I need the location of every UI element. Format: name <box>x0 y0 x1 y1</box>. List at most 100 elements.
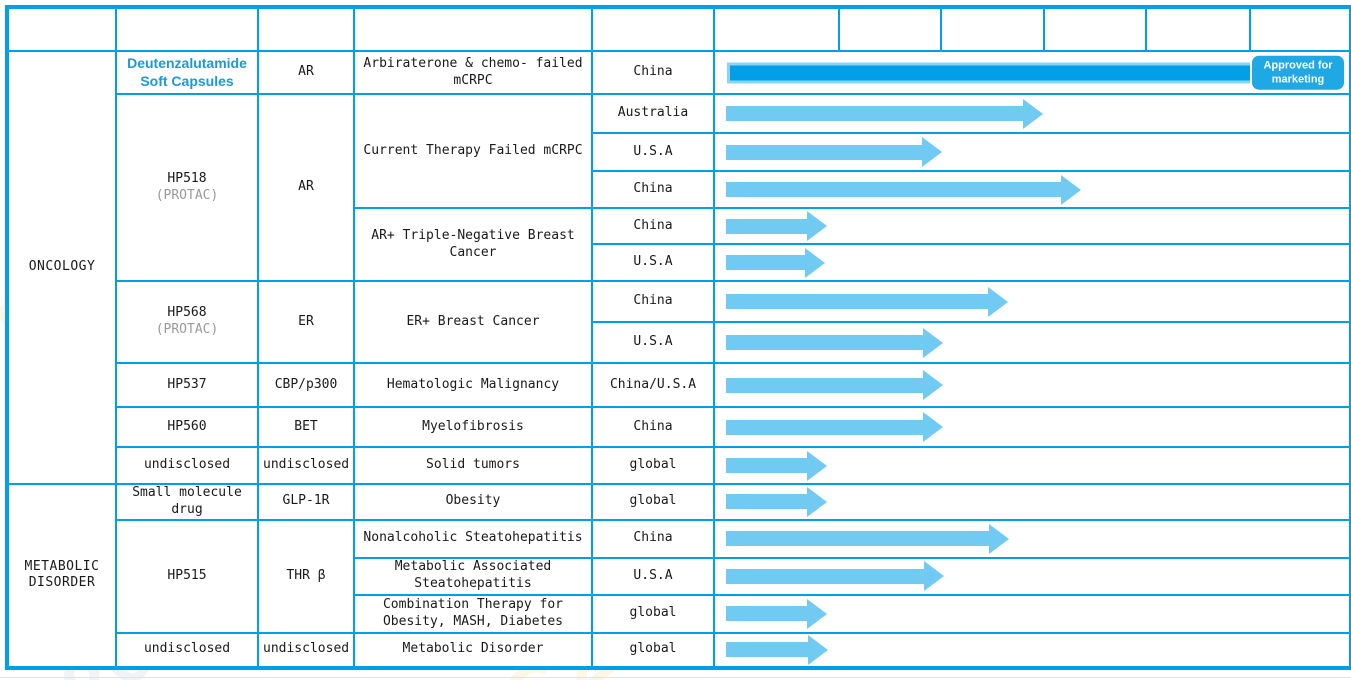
timeline-cell <box>713 406 1351 448</box>
timeline-cell <box>713 93 1351 134</box>
target-cell: BET <box>257 406 355 448</box>
product-link-text: Deutenzalutamide Soft Capsules <box>127 55 247 89</box>
indication-cell: Combination Therapy for Obesity, MASH, D… <box>353 593 593 634</box>
pipeline-row: Metabolic Associated Steatohepatitis U.S… <box>8 556 1351 596</box>
phase-arrow <box>726 450 827 481</box>
header-phase-2: PhaseⅡ <box>1043 7 1147 52</box>
product-cell: Deutenzalutamide Soft Capsules <box>115 50 259 95</box>
pipeline-row: undisclosed undisclosed Metabolic Disord… <box>8 631 1351 668</box>
target-cell: THR β <box>257 518 355 634</box>
dev-area-cell: global <box>591 593 715 634</box>
timeline-cell <box>713 280 1351 323</box>
product-cell: HP568 (PROTAC) <box>115 280 259 364</box>
pipeline-row: AR+ Triple-Negative Breast Cancer China <box>8 207 1351 282</box>
pipeline-row: HP518 (PROTAC) AR Current Therapy Failed… <box>8 93 1351 282</box>
header-pre-clinical: Pre-clinical <box>713 7 840 52</box>
header-development-area: Development Area <box>591 7 715 52</box>
approval-bar <box>727 62 1304 83</box>
dev-area-cell: China <box>591 280 715 323</box>
indication-cell: Metabolic Disorder <box>353 631 593 668</box>
indication-cell: Hematologic Malignancy <box>353 362 593 408</box>
pipeline-row: U.S.A <box>8 321 1351 364</box>
timeline-cell <box>713 170 1351 209</box>
dev-area-cell: U.S.A <box>591 556 715 596</box>
target-cell: GLP-1R <box>257 483 355 521</box>
pipeline-row: ONCOLOGY Deutenzalutamide Soft Capsules … <box>7 50 1351 485</box>
dev-area-cell: China <box>591 518 715 559</box>
phase-arrow <box>726 137 942 167</box>
target-cell: undisclosed <box>257 631 355 668</box>
product-cell: HP537 <box>115 362 259 408</box>
pipeline-row: HP515 THR β Nonalcoholic Steatohepatitis… <box>8 518 1351 634</box>
phase-arrow <box>726 211 827 241</box>
pipeline-row: U.S.A <box>8 243 1351 282</box>
dev-area-cell: China <box>591 170 715 209</box>
indication-cell: ER+ Breast Cancer <box>353 280 593 364</box>
timeline-cell <box>713 243 1351 282</box>
timeline-cell <box>713 556 1351 596</box>
dev-area-cell: global <box>591 483 715 521</box>
header-therapeutic-areas: Therapeutic Areas <box>7 7 117 52</box>
header-ind: IND <box>838 7 942 52</box>
timeline-cell <box>713 207 1351 245</box>
dev-area-cell: China/U.S.A <box>591 362 715 408</box>
product-cell: undisclosed <box>115 631 259 668</box>
indication-cell: Current Therapy Failed mCRPC <box>353 93 593 209</box>
phase-arrow <box>726 98 1043 129</box>
pipeline-row: U.S.A <box>8 132 1351 172</box>
target-cell: AR <box>257 50 355 95</box>
dev-area-cell: Australia <box>591 93 715 134</box>
target-cell: CBP/p300 <box>257 362 355 408</box>
dev-area-cell: U.S.A <box>591 132 715 172</box>
timeline-cell <box>713 132 1351 172</box>
header-phase-1: Phase Ⅰ <box>940 7 1045 52</box>
indication-cell: Nonalcoholic Steatohepatitis <box>353 518 593 559</box>
product-subtype: (PROTAC) <box>155 322 219 337</box>
indication-cell: Obesity <box>353 483 593 521</box>
section-label-oncology: ONCOLOGY <box>7 50 117 485</box>
header-product: Product <box>115 7 259 52</box>
target-cell: undisclosed <box>257 446 355 485</box>
pipeline-row: Combination Therapy for Obesity, MASH, D… <box>8 593 1351 634</box>
indication-cell: Solid tumors <box>353 446 593 485</box>
phase-arrow <box>726 327 943 358</box>
indication-cell: AR+ Triple-Negative Breast Cancer <box>353 207 593 282</box>
header-row: Therapeutic Areas Product Target Indicat… <box>7 7 1351 52</box>
product-cell: HP560 <box>115 406 259 448</box>
header-indications: Indications <box>353 7 593 52</box>
product-cell: HP518 (PROTAC) <box>115 93 259 282</box>
pipeline-row: China <box>8 170 1351 209</box>
timeline-cell <box>713 446 1351 485</box>
indication-cell: Metabolic Associated Steatohepatitis <box>353 556 593 596</box>
dev-area-cell: global <box>591 631 715 668</box>
pipeline-table: Therapeutic Areas Product Target Indicat… <box>7 7 1351 668</box>
phase-arrow <box>726 634 828 665</box>
phase-arrow <box>726 247 825 278</box>
indication-cell: Arbiraterone & chemo- failed mCRPC <box>353 50 593 95</box>
product-subtype: (PROTAC) <box>155 187 219 203</box>
pipeline-row: HP560 BET Myelofibrosis China <box>8 406 1351 448</box>
pipeline-row: METABOLIC DISORDER Small molecule drug G… <box>7 483 1351 668</box>
header-phase-3: PhaseⅢ <box>1145 7 1251 52</box>
phase-arrow <box>726 598 827 629</box>
product-name: HP568 <box>167 305 207 321</box>
product-name: HP518 <box>167 170 207 186</box>
timeline-cell <box>713 593 1351 634</box>
indication-cell: Myelofibrosis <box>353 406 593 448</box>
phase-arrow <box>726 523 1009 554</box>
dev-area-cell: global <box>591 446 715 485</box>
timeline-cell <box>713 483 1351 521</box>
phase-arrow <box>726 286 1008 317</box>
page-bottom-edge <box>0 677 1351 678</box>
approved-badge: Approved for marketing <box>1250 53 1346 92</box>
dev-area-cell: China <box>591 207 715 245</box>
dev-area-cell: China <box>591 50 715 95</box>
phase-arrow <box>726 561 944 592</box>
dev-area-cell: U.S.A <box>591 243 715 282</box>
pipeline-row: HP537 CBP/p300 Hematologic Malignancy Ch… <box>8 362 1351 408</box>
target-cell: AR <box>257 93 355 282</box>
pipeline-row: HP568 (PROTAC) ER ER+ Breast Cancer Chin… <box>8 280 1351 364</box>
timeline-cell <box>713 518 1351 559</box>
product-cell: Small molecule drug <box>115 483 259 521</box>
